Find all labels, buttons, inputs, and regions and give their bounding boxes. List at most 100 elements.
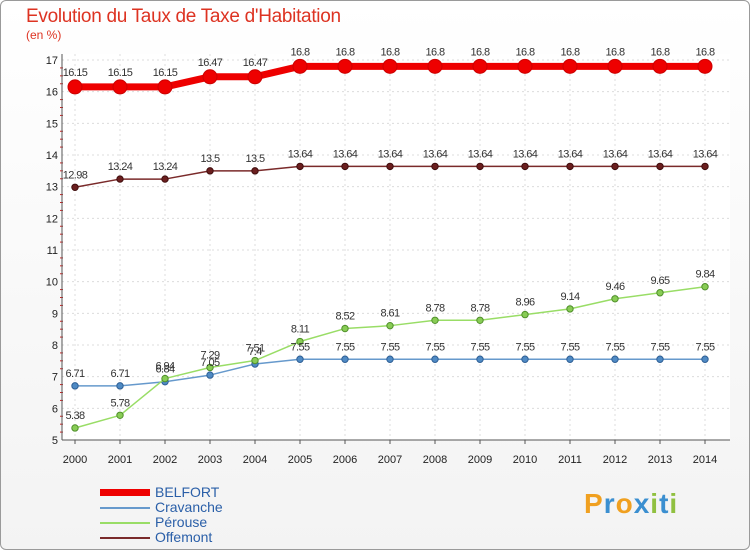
y-tick-label: 11 (47, 245, 58, 257)
x-tick-label: 2001 (108, 454, 132, 466)
data-point-belfort (517, 58, 533, 74)
data-point-prouse (656, 289, 664, 297)
data-point-prouse (386, 321, 394, 330)
legend-swatch (100, 489, 150, 496)
data-label-offemont: 13.64 (603, 148, 628, 160)
data-point-cravanche (521, 355, 529, 363)
data-label-belfort: 16.8 (605, 46, 624, 58)
logo-letter: o (615, 488, 634, 519)
data-point-cravanche (701, 355, 709, 363)
data-point-offemont (71, 183, 79, 192)
data-label-cravanche: 7.55 (290, 341, 309, 353)
data-label-prouse: 6.94 (155, 361, 174, 373)
data-label-prouse: 9.65 (650, 275, 669, 287)
data-label-offemont: 13.64 (288, 148, 313, 160)
data-point-cravanche (476, 355, 484, 363)
data-label-belfort: 16.8 (335, 46, 354, 58)
x-tick-label: 2004 (243, 454, 267, 466)
legend-label: Pérouse (155, 514, 208, 530)
data-point-belfort (652, 58, 668, 74)
data-point-offemont (251, 167, 259, 175)
x-tick-label: 2012 (603, 454, 627, 466)
data-point-prouse (116, 411, 124, 419)
data-label-cravanche: 7.55 (650, 341, 669, 353)
x-tick-label: 2007 (378, 454, 402, 466)
y-tick-label: 6 (52, 403, 58, 415)
y-tick-label: 12 (46, 213, 58, 225)
x-tick-label: 2013 (648, 454, 672, 466)
logo-letter: i (669, 488, 679, 519)
x-tick-label: 2006 (333, 454, 357, 466)
y-tick-label: 13 (46, 182, 58, 194)
x-tick-label: 2000 (63, 454, 87, 466)
data-label-belfort: 16.8 (425, 46, 444, 58)
data-point-belfort (427, 58, 443, 74)
data-point-prouse (431, 316, 439, 324)
data-label-prouse: 8.11 (291, 324, 310, 336)
data-label-offemont: 13.64 (693, 148, 718, 160)
data-label-belfort: 16.8 (560, 46, 579, 58)
chart-title: Evolution du Taux de Taxe d'Habitation (26, 6, 341, 27)
data-label-offemont: 13.64 (558, 148, 583, 160)
data-label-belfort: 16.8 (380, 46, 399, 58)
data-point-prouse (521, 310, 529, 319)
data-point-cravanche (386, 355, 394, 363)
data-label-belfort: 16.8 (470, 46, 489, 58)
data-point-offemont (611, 162, 619, 171)
legend-label: Offemont (155, 529, 213, 545)
logo-letter: t (659, 488, 670, 519)
data-label-cravanche: 7.55 (425, 341, 444, 353)
legend-label: BELFORT (155, 484, 220, 500)
data-point-offemont (701, 162, 709, 171)
data-label-cravanche: 7.05 (200, 357, 219, 369)
data-point-cravanche (611, 355, 619, 363)
legend-swatch (100, 522, 150, 524)
data-label-cravanche: 7.55 (380, 341, 399, 353)
data-point-prouse (251, 356, 259, 365)
data-label-belfort: 16.47 (243, 57, 268, 69)
data-label-belfort: 16.15 (63, 67, 88, 79)
legend-swatch (100, 537, 150, 539)
data-point-prouse (566, 305, 574, 313)
data-label-offemont: 13.24 (153, 161, 178, 173)
data-point-belfort (292, 58, 308, 74)
data-point-belfort (157, 79, 173, 95)
plot-area (62, 54, 730, 440)
data-label-prouse: 8.78 (425, 302, 444, 314)
data-label-belfort: 16.8 (290, 46, 309, 58)
data-label-cravanche: 6.71 (110, 368, 129, 380)
data-point-cravanche (431, 355, 439, 363)
x-tick-label: 2009 (468, 454, 492, 466)
data-point-offemont (566, 162, 574, 171)
data-label-cravanche: 7.55 (470, 341, 489, 353)
data-label-offemont: 13.64 (468, 148, 493, 160)
logo-letter: i (650, 488, 660, 519)
data-point-belfort (247, 69, 263, 85)
logo-letter: x (633, 488, 651, 519)
proxiti-logo: Proxiti (584, 488, 678, 520)
data-point-cravanche (566, 355, 574, 363)
legend-swatch (100, 507, 150, 509)
data-label-offemont: 12.98 (63, 169, 88, 181)
data-label-prouse: 8.78 (470, 302, 489, 314)
data-point-belfort (337, 58, 353, 74)
data-point-prouse (341, 324, 349, 333)
data-label-prouse: 8.61 (380, 308, 399, 320)
data-label-offemont: 13.64 (378, 148, 403, 160)
data-label-offemont: 13.64 (513, 148, 538, 160)
data-point-belfort (112, 79, 128, 95)
data-point-cravanche (71, 382, 79, 390)
legend-label: Cravanche (155, 499, 223, 515)
data-point-prouse (161, 374, 169, 383)
data-label-cravanche: 7.55 (560, 341, 579, 353)
data-point-belfort (562, 58, 578, 74)
data-label-belfort: 16.8 (515, 46, 534, 58)
y-tick-label: 16 (46, 87, 58, 99)
data-label-belfort: 16.8 (695, 46, 714, 58)
x-tick-label: 2010 (513, 454, 537, 466)
data-point-cravanche (206, 371, 214, 379)
data-label-cravanche: 7.4 (248, 346, 262, 358)
data-label-offemont: 13.5 (245, 153, 264, 165)
data-point-belfort (67, 79, 83, 95)
